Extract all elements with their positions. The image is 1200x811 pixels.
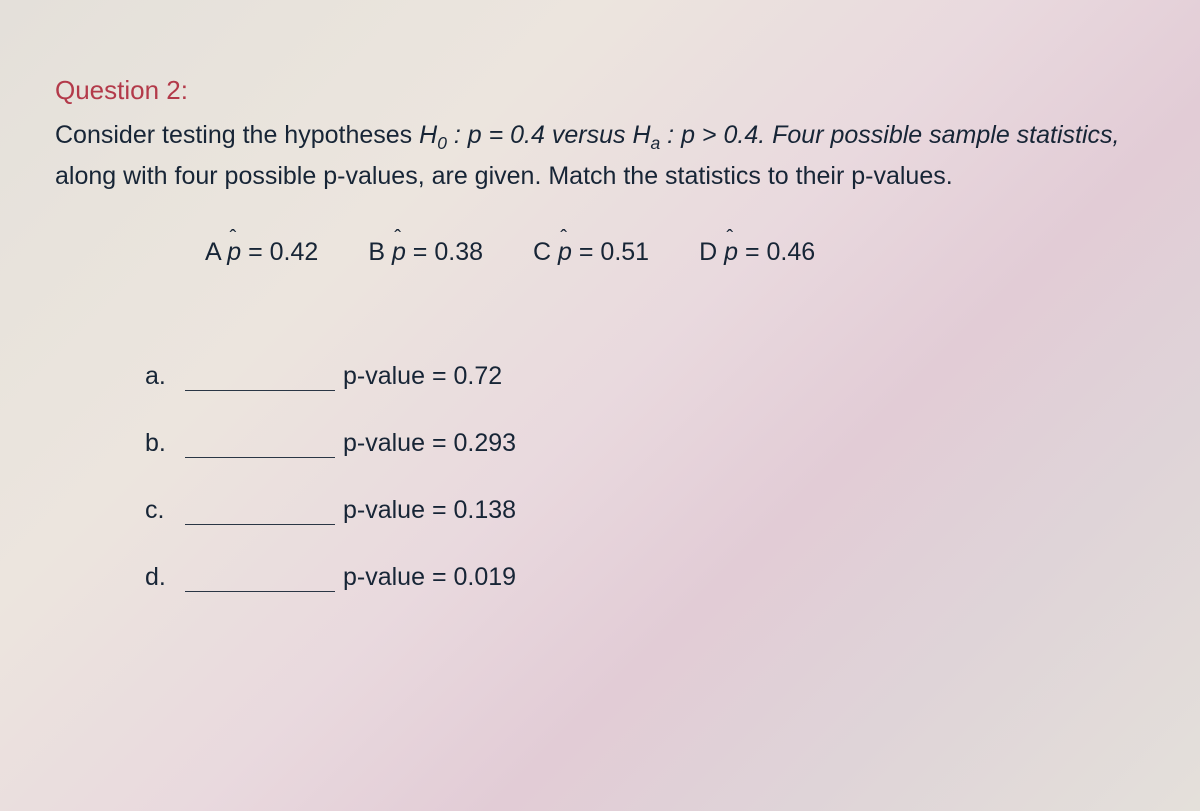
- p-hat-icon: p: [227, 238, 241, 267]
- answer-d-label: d.: [145, 563, 185, 592]
- answer-d-blank[interactable]: [185, 563, 335, 592]
- h0-H: H: [419, 121, 437, 149]
- question-page: Question 2: Consider testing the hypothe…: [55, 75, 1145, 630]
- answer-c-label: c.: [145, 496, 185, 525]
- stat-A: A p = 0.42: [205, 238, 318, 267]
- stat-A-eq: = 0.42: [241, 238, 318, 266]
- answer-d-text: p-value = 0.019: [343, 563, 516, 592]
- answer-a-text: p-value = 0.72: [343, 362, 502, 391]
- stat-A-letter: A: [205, 238, 220, 266]
- stat-D-eq: = 0.46: [738, 238, 815, 266]
- stat-B-eq: = 0.38: [406, 238, 483, 266]
- answer-a-blank[interactable]: [185, 362, 335, 391]
- ha-sub: a: [651, 133, 661, 153]
- answer-b-blank[interactable]: [185, 429, 335, 458]
- answer-a-label: a.: [145, 362, 185, 391]
- answer-row-b: b. p-value = 0.293: [145, 429, 1145, 458]
- stat-D-letter: D: [699, 238, 717, 266]
- stat-C-letter: C: [533, 238, 551, 266]
- q-line2: along with four possible p-values, are g…: [55, 162, 953, 190]
- answer-row-a: a. p-value = 0.72: [145, 362, 1145, 391]
- stat-C: C p = 0.51: [533, 238, 649, 267]
- answer-b-text: p-value = 0.293: [343, 429, 516, 458]
- ha-rest: : p > 0.4. Four possible sample statisti…: [660, 121, 1119, 149]
- question-text: Consider testing the hypotheses H0 : p =…: [55, 116, 1145, 196]
- ha-H: H: [632, 121, 650, 149]
- h0-rest: : p = 0.4 versus: [447, 121, 633, 149]
- p-hat-icon: p: [558, 238, 572, 267]
- stats-row: A p = 0.42 B p = 0.38 C p = 0.51 D p = 0…: [205, 238, 1145, 267]
- answer-c-text: p-value = 0.138: [343, 496, 516, 525]
- question-label: Question 2:: [55, 75, 1145, 106]
- stat-B-letter: B: [368, 238, 385, 266]
- p-hat-icon: p: [392, 238, 406, 267]
- answer-b-label: b.: [145, 429, 185, 458]
- stat-C-eq: = 0.51: [572, 238, 649, 266]
- answer-row-d: d. p-value = 0.019: [145, 563, 1145, 592]
- h0-sub: 0: [437, 133, 447, 153]
- q-line1-pre: Consider testing the hypotheses: [55, 121, 419, 149]
- stat-B: B p = 0.38: [368, 238, 483, 267]
- answer-c-blank[interactable]: [185, 496, 335, 525]
- answers-block: a. p-value = 0.72 b. p-value = 0.293 c. …: [145, 362, 1145, 592]
- p-hat-icon: p: [724, 238, 738, 267]
- answer-row-c: c. p-value = 0.138: [145, 496, 1145, 525]
- stat-D: D p = 0.46: [699, 238, 815, 267]
